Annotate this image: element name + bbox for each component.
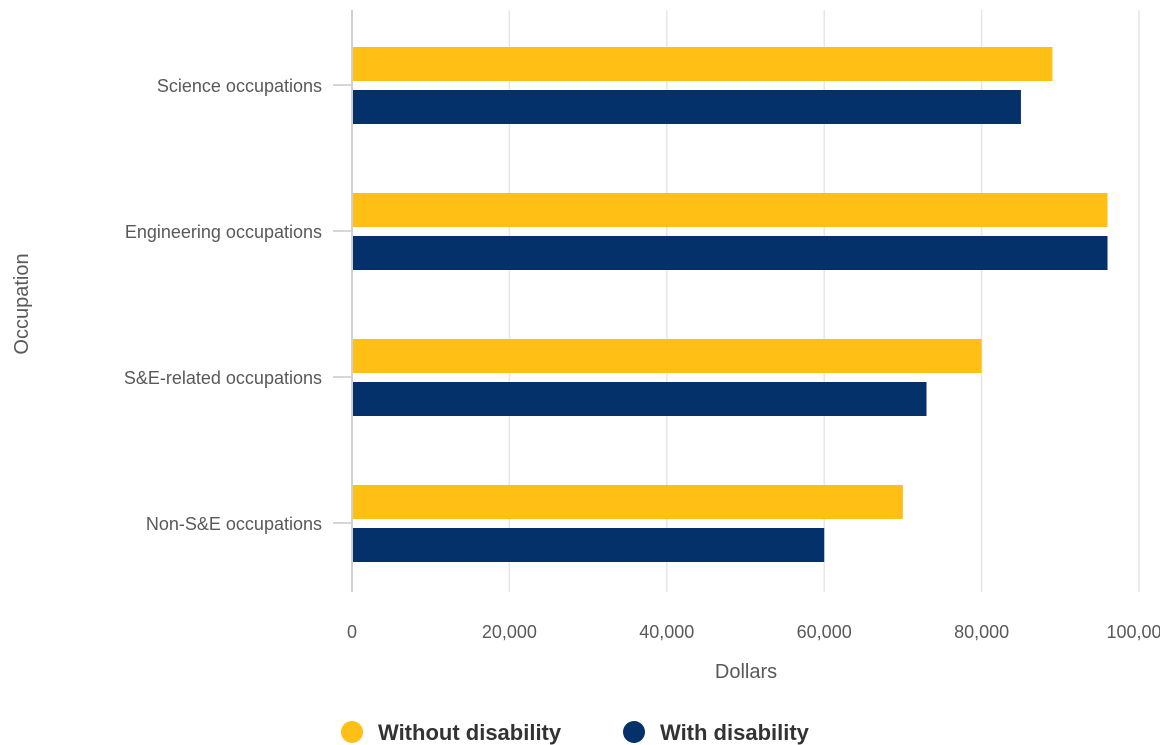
x-tick-label: 40,000 [639,622,694,642]
x-axis-title: Dollars [715,661,777,683]
legend-swatch [341,721,363,743]
y-tick-label: S&E-related occupations [124,368,322,388]
y-tick-label: Engineering occupations [125,222,322,242]
bar [353,339,982,373]
bar [353,193,1108,227]
bars [353,47,1108,562]
bar [353,485,903,519]
bar [353,47,1053,81]
legend-label: Without disability [378,720,562,745]
bar [353,528,825,562]
bar [353,90,1021,124]
legend-swatch [623,721,645,743]
x-tick-label: 60,000 [797,622,852,642]
bar [353,236,1108,270]
y-axis: Science occupations Engineering occupatio… [124,76,351,534]
x-tick-label: 20,000 [482,622,537,642]
y-tick-label: Non-S&E occupations [146,514,322,534]
y-tick-label: Science occupations [157,76,322,96]
x-tick-label: 80,000 [954,622,1009,642]
x-tick-label: 100,000 [1106,622,1160,642]
y-axis-title: Occupation [11,253,33,354]
x-axis: 0 20,000 40,000 60,000 80,000 100,000 [347,622,1160,642]
x-tick-label: 0 [347,622,357,642]
legend: Without disability With disability [341,720,810,745]
legend-label: With disability [660,720,810,745]
bar [353,382,927,416]
